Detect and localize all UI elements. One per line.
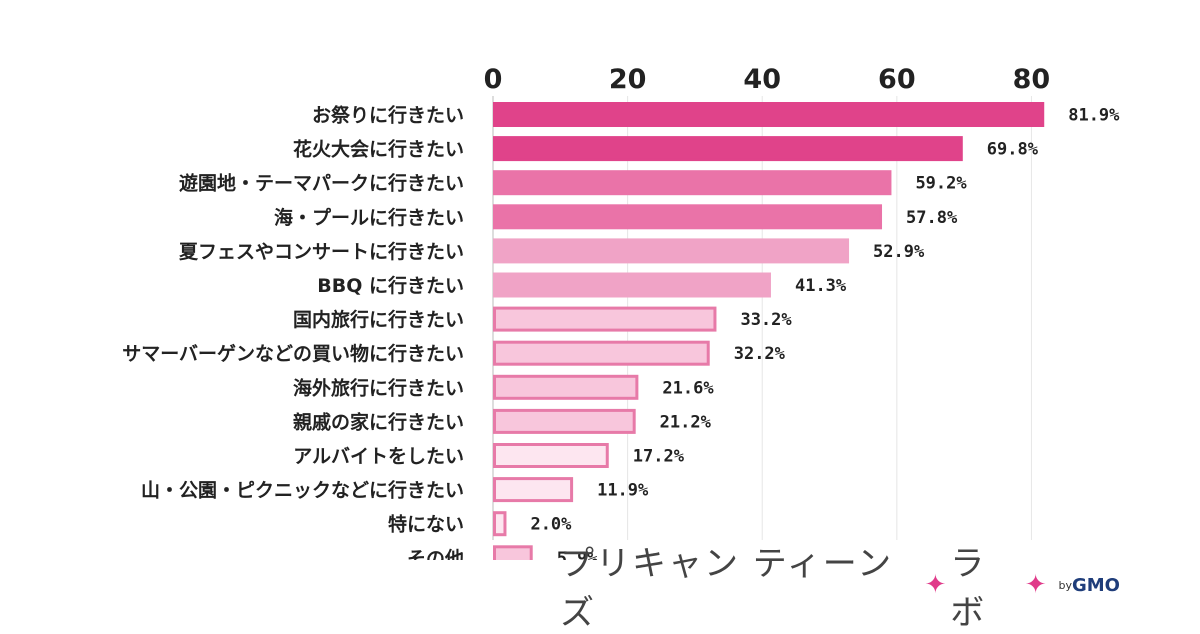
bar — [493, 204, 883, 230]
brand-company: GMO — [1072, 574, 1120, 596]
category-label: 花火大会に行きたい — [293, 138, 464, 161]
value-labels: 81.9% 69.8% 59.2% 57.8% 52.9% 41.3%33.2% 32.2%… — [530, 106, 1120, 561]
bars — [493, 102, 1045, 560]
value-label: 21.2% — [660, 412, 712, 432]
category-label: サマーバーゲンなどの買い物に行きたい — [122, 342, 464, 365]
category-label: 国内旅行に行きたい — [293, 308, 464, 331]
value-label: 59.2% — [915, 174, 967, 194]
brand-name-part1: プリキャン ティーンズ — [560, 544, 894, 633]
bar — [493, 340, 710, 366]
category-label: 海・プールに行きたい — [274, 206, 464, 229]
value-label: 17.2% — [633, 447, 685, 467]
value-label: 32.2% — [734, 344, 786, 364]
x-tick-label: 60 — [878, 64, 916, 95]
category-label: 特にない — [388, 514, 464, 536]
value-label: 2.0% — [530, 515, 572, 535]
bar — [493, 374, 639, 400]
value-label: 33.2% — [740, 310, 792, 330]
value-label: 11.9% — [597, 481, 649, 501]
x-axis-ticks: 0 20 40 60 80 — [484, 64, 1051, 95]
bar — [493, 170, 892, 196]
x-tick-label: 0 — [484, 64, 503, 95]
bar — [493, 136, 963, 162]
category-label: お祭りに行きたい — [312, 104, 464, 127]
category-label: 山・公園・ピクニックなどに行きたい — [141, 479, 464, 502]
category-label: 遊園地・テーマパークに行きたい — [179, 172, 464, 195]
value-label: 81.9% — [1068, 106, 1120, 126]
category-label: 親戚の家に行きたい — [293, 410, 464, 433]
bar-chart: 0 20 40 60 80 お祭りに行きたい花火大会に行きたい遊園地・テーマパークに行き… — [122, 64, 1120, 561]
bar — [493, 272, 771, 298]
bar — [493, 545, 533, 560]
value-label: 69.8% — [987, 140, 1039, 160]
x-tick-label: 40 — [743, 64, 781, 95]
category-label: BBQ に行きたい — [317, 274, 464, 297]
x-tick-label: 20 — [609, 64, 647, 95]
x-tick-label: 80 — [1013, 64, 1051, 95]
bar — [493, 511, 507, 537]
bar — [493, 102, 1045, 127]
bar — [493, 477, 574, 503]
value-label: 41.3% — [795, 276, 847, 296]
brand-name-part2: ラボ — [950, 544, 987, 633]
category-label: 海外旅行に行きたい — [293, 376, 464, 399]
category-label: その他 — [407, 547, 464, 560]
bar — [493, 408, 636, 434]
value-label: 21.6% — [662, 378, 714, 398]
bar — [493, 443, 609, 468]
bar — [493, 306, 717, 332]
sparkle-icon: ✦ — [1024, 570, 1047, 600]
value-label: 5.9% — [557, 549, 599, 560]
bar — [493, 238, 850, 264]
sparkle-icon: ✦ — [924, 570, 947, 600]
category-label: 夏フェスやコンサートに行きたい — [179, 240, 464, 263]
value-label: 52.9% — [873, 242, 925, 262]
value-label: 57.8% — [906, 208, 958, 228]
category-label: アルバイトをしたい — [293, 446, 464, 468]
brand-logo: プリキャン ティーンズ ✦ ラボ ✦ by GMO — [560, 544, 1120, 633]
brand-by: by — [1058, 578, 1073, 592]
category-labels: お祭りに行きたい花火大会に行きたい遊園地・テーマパークに行きたい海・プールに行き… — [122, 104, 464, 561]
